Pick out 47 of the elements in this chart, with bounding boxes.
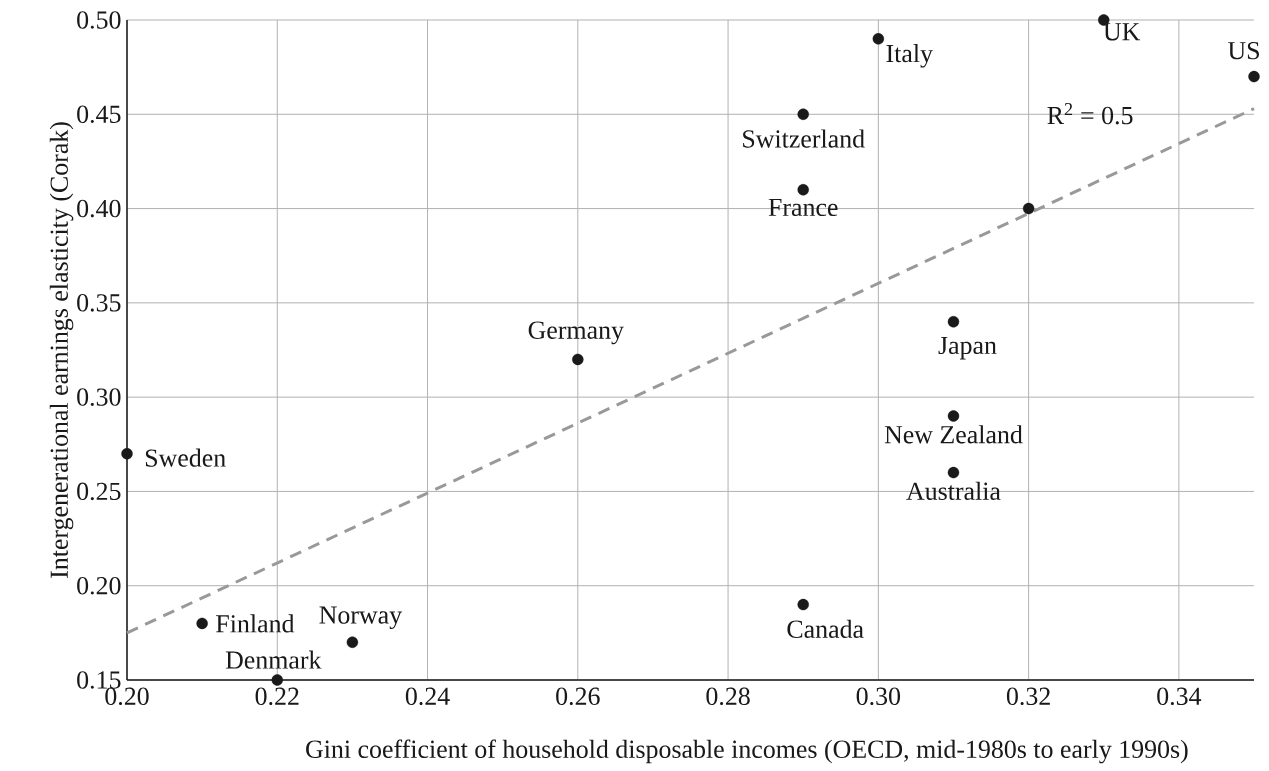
x-tick-label: 0.34 bbox=[1157, 687, 1202, 706]
annotation: R$^{2}$ = 0.5 bbox=[1047, 103, 1133, 125]
y-tick-label: 0.45 bbox=[77, 105, 121, 124]
annotation: UK bbox=[1103, 23, 1141, 41]
x-tick-label: 0.26 bbox=[556, 687, 600, 706]
y-tick-label: 0.25 bbox=[77, 482, 121, 501]
annotation: Australia bbox=[906, 481, 1001, 500]
x-tick-label: 0.32 bbox=[1006, 687, 1050, 706]
point bbox=[947, 410, 960, 422]
point bbox=[872, 33, 885, 45]
y-tick-label: 0.35 bbox=[77, 294, 121, 312]
annotation: Norway bbox=[319, 606, 403, 630]
point bbox=[121, 448, 133, 460]
y-axis-title: Intergenerational earnings elasticity (Corak) bbox=[49, 122, 74, 578]
annotation: Germany bbox=[528, 321, 624, 345]
point bbox=[196, 617, 208, 630]
annotation: Switzerland bbox=[743, 129, 865, 148]
y-tick-label: 0.30 bbox=[77, 388, 121, 406]
annotation: France bbox=[768, 198, 838, 217]
point bbox=[797, 108, 809, 120]
annotation: Finland bbox=[216, 614, 295, 633]
y-tick-label: 0.40 bbox=[77, 199, 121, 218]
x-tick-label: 0.20 bbox=[105, 687, 149, 706]
x-axis-title: Gini coefficient of household disposable incomes (OECD, mid-1980s to early 1990s) bbox=[306, 739, 1188, 764]
point bbox=[797, 184, 809, 196]
annotation: New Zealand bbox=[884, 425, 1023, 444]
annotation: Japan bbox=[938, 336, 997, 360]
y-tick-label: 0.20 bbox=[77, 576, 121, 595]
point bbox=[947, 466, 960, 479]
point bbox=[572, 353, 584, 366]
point bbox=[1248, 70, 1260, 83]
annotation: Canada bbox=[787, 619, 864, 638]
point bbox=[947, 316, 960, 328]
annotation: Denmark bbox=[225, 650, 322, 669]
annotation: Sweden bbox=[145, 448, 226, 467]
annotation: Italy bbox=[886, 44, 933, 68]
y-tick-label: 0.50 bbox=[77, 11, 121, 29]
annotation: US bbox=[1228, 41, 1259, 60]
x-tick-label: 0.24 bbox=[405, 687, 450, 706]
x-tick-label: 0.30 bbox=[856, 687, 901, 706]
point bbox=[1022, 202, 1035, 215]
y-tick-label: 0.15 bbox=[77, 671, 121, 689]
point bbox=[271, 674, 283, 686]
x-tick-label: 0.22 bbox=[255, 687, 299, 706]
x-tick-label: 0.28 bbox=[706, 687, 750, 706]
point bbox=[797, 598, 809, 611]
point bbox=[346, 636, 359, 648]
